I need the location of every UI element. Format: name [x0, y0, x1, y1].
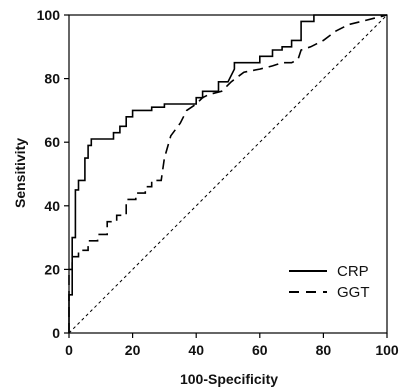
y-axis-title: Sensitivity [12, 138, 28, 208]
y-tick-label: 60 [44, 134, 60, 150]
y-tick-label: 20 [44, 261, 60, 277]
x-tick-label: 20 [125, 342, 141, 358]
reference-line-layer [68, 14, 388, 334]
reference-diagonal-line [68, 14, 388, 334]
legend-label-crp: CRP [337, 263, 369, 280]
legend-label-ggt: GGT [337, 284, 370, 301]
x-tick-label: 0 [65, 342, 73, 358]
x-axis-title: 100-Specificity [180, 371, 278, 387]
x-tick-label: 60 [252, 342, 268, 358]
plot-frame [68, 14, 388, 334]
x-tick-label: 100 [375, 342, 399, 358]
series-layer [68, 14, 388, 333]
series-ggt-line [68, 14, 388, 333]
y-tick-label: 80 [44, 71, 60, 87]
y-tick-label: 100 [37, 7, 61, 23]
x-tick-label: 80 [316, 342, 332, 358]
y-tick-label: 0 [52, 325, 60, 341]
series-crp-line [68, 14, 387, 333]
plot-border [68, 14, 388, 334]
x-tick-label: 40 [188, 342, 204, 358]
axis-layer: 0 20 40 60 80 100 0 20 40 60 80 100 [37, 7, 399, 358]
legend: CRP GGT [289, 263, 370, 301]
y-tick-label: 40 [44, 198, 60, 214]
